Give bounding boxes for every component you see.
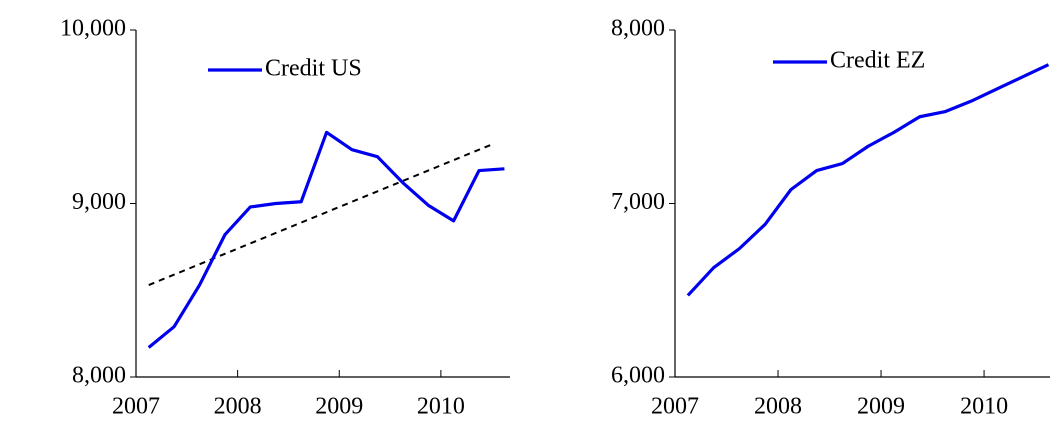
- data-line: [686, 63, 1050, 297]
- x-tick-label: 2008: [214, 394, 262, 420]
- y-tick-label: 9,000: [72, 189, 126, 215]
- x-tick-label: 2007: [651, 394, 699, 420]
- y-tick-label: 10,000: [60, 16, 126, 42]
- x-tick-label: 2008: [754, 394, 802, 420]
- trend-line: [148, 143, 493, 286]
- x-tick-label: 2010: [417, 394, 465, 420]
- y-tick-label: 8,000: [72, 363, 126, 389]
- legend-label: Credit US: [265, 56, 362, 82]
- x-tick-label: 2010: [960, 394, 1008, 420]
- y-tick-label: 8,000: [611, 16, 665, 42]
- x-tick-label: 2007: [112, 394, 160, 420]
- legend-label: Credit EZ: [830, 48, 925, 74]
- x-tick-label: 2009: [315, 394, 363, 420]
- y-tick-label: 7,000: [611, 189, 665, 215]
- y-tick-label: 6,000: [611, 363, 665, 389]
- x-tick-label: 2009: [857, 394, 905, 420]
- data-line: [147, 130, 505, 349]
